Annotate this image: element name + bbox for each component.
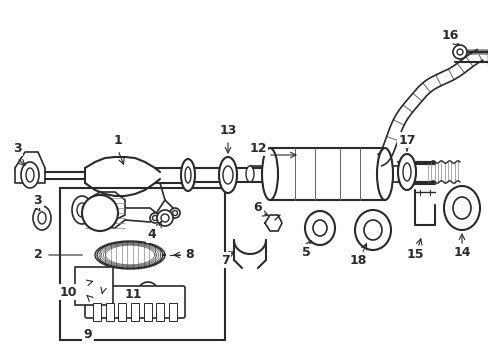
Circle shape — [157, 210, 173, 226]
FancyBboxPatch shape — [85, 286, 184, 318]
Text: 11: 11 — [124, 288, 142, 302]
Text: 7: 7 — [220, 253, 229, 266]
Ellipse shape — [376, 148, 392, 200]
Text: 5: 5 — [301, 246, 310, 258]
Text: 6: 6 — [253, 201, 262, 213]
Circle shape — [170, 208, 180, 218]
Ellipse shape — [82, 195, 118, 231]
Circle shape — [152, 216, 157, 220]
Bar — [60, 188, 224, 340]
Text: 8: 8 — [185, 248, 194, 261]
Text: 3: 3 — [34, 194, 42, 207]
Ellipse shape — [402, 163, 410, 181]
Text: 17: 17 — [397, 134, 415, 147]
Ellipse shape — [184, 167, 191, 183]
Bar — [105, 303, 113, 321]
Ellipse shape — [181, 159, 195, 191]
Circle shape — [82, 278, 106, 302]
Bar — [169, 303, 177, 321]
Ellipse shape — [245, 166, 253, 182]
Text: 14: 14 — [452, 246, 470, 258]
Ellipse shape — [77, 203, 87, 217]
Ellipse shape — [397, 154, 415, 190]
Text: 10: 10 — [59, 285, 77, 298]
Ellipse shape — [452, 45, 466, 59]
Ellipse shape — [72, 196, 92, 224]
Ellipse shape — [456, 49, 462, 55]
Circle shape — [172, 211, 177, 216]
Circle shape — [161, 214, 169, 222]
Ellipse shape — [400, 166, 408, 182]
Ellipse shape — [443, 186, 479, 230]
Circle shape — [88, 284, 100, 296]
Text: 9: 9 — [83, 328, 92, 342]
Bar — [156, 303, 164, 321]
Ellipse shape — [262, 148, 278, 200]
Circle shape — [142, 287, 153, 297]
Ellipse shape — [223, 166, 232, 184]
Bar — [143, 303, 151, 321]
Ellipse shape — [312, 220, 326, 236]
Ellipse shape — [354, 210, 390, 250]
Bar — [75, 267, 113, 305]
Ellipse shape — [33, 206, 51, 230]
Circle shape — [150, 213, 160, 223]
Ellipse shape — [26, 168, 34, 182]
Text: 15: 15 — [406, 248, 423, 261]
Text: 3: 3 — [13, 141, 21, 154]
Text: 1: 1 — [113, 134, 122, 147]
Ellipse shape — [21, 162, 39, 188]
Circle shape — [138, 282, 158, 302]
Text: 13: 13 — [219, 123, 236, 136]
Bar — [118, 303, 126, 321]
Text: 16: 16 — [440, 28, 458, 41]
Text: 18: 18 — [348, 253, 366, 266]
Ellipse shape — [38, 212, 46, 224]
Text: 2: 2 — [34, 248, 42, 261]
Ellipse shape — [452, 197, 470, 219]
Bar — [93, 303, 101, 321]
Text: 12: 12 — [249, 141, 266, 154]
Text: 4: 4 — [147, 229, 156, 242]
Ellipse shape — [219, 157, 237, 193]
Ellipse shape — [363, 220, 381, 240]
Ellipse shape — [305, 211, 334, 245]
Bar — [131, 303, 139, 321]
